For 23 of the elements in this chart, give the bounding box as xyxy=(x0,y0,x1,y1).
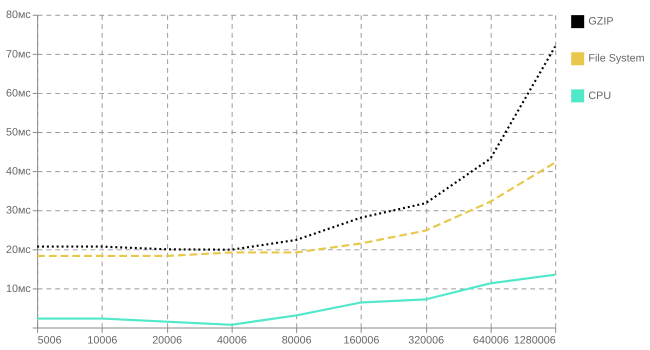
legend-label: GZIP xyxy=(588,16,614,28)
line-series xyxy=(36,45,556,251)
x-tick-label: 1280006 xyxy=(514,334,556,347)
y-tick-label: 80мс xyxy=(6,9,32,22)
y-tick-label: 30мс xyxy=(6,204,32,217)
x-tick-label: 640006 xyxy=(472,334,509,347)
x-tick-label: 320006 xyxy=(408,334,444,347)
x-tick-label: 160006 xyxy=(343,334,380,347)
x-tick-label: 20006 xyxy=(152,334,182,347)
x-tick-label: 40006 xyxy=(216,334,247,347)
line-series xyxy=(36,274,556,326)
x-tick-label: 10006 xyxy=(87,334,118,347)
y-tick-label: 40мс xyxy=(6,166,32,178)
legend-label: CPU xyxy=(588,90,612,102)
y-tick-label: 70мс xyxy=(6,48,32,60)
y-tick-label: 60мс xyxy=(6,87,32,100)
y-tick-label: 10мс xyxy=(6,282,32,295)
y-tick-label: 50мс xyxy=(6,126,32,138)
y-tick-label: 20мс xyxy=(6,244,32,256)
x-tick-label: 80006 xyxy=(282,334,312,347)
line-series xyxy=(36,161,556,258)
x-tick-label: 5006 xyxy=(38,334,62,347)
legend-label: File System xyxy=(588,52,645,65)
